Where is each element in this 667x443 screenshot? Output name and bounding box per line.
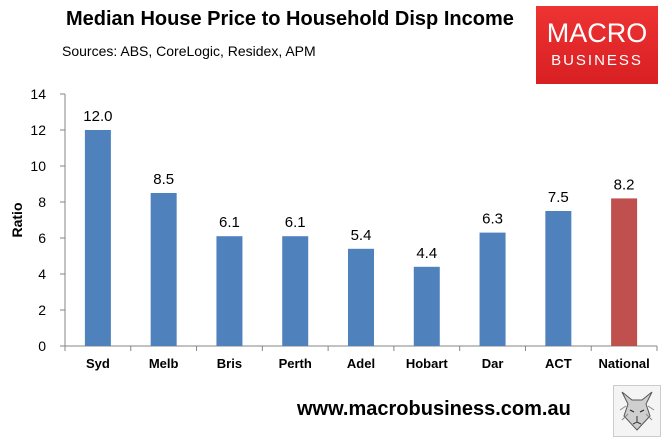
y-tick-label: 0 bbox=[38, 338, 46, 354]
macrobusiness-logo: MACRO BUSINESS bbox=[536, 6, 658, 84]
y-tick-label: 6 bbox=[38, 230, 46, 246]
bar-bris bbox=[216, 236, 243, 346]
bar-adel bbox=[348, 248, 374, 346]
bar-act bbox=[545, 211, 572, 346]
x-tick-label-bris: Bris bbox=[217, 356, 242, 371]
data-label-syd: 12.0 bbox=[83, 108, 112, 125]
y-axis-title: Ratio bbox=[9, 203, 25, 238]
bar-hobart bbox=[413, 266, 440, 346]
x-tick-label-melb: Melb bbox=[149, 356, 179, 371]
bar-syd bbox=[84, 130, 111, 346]
x-tick-label-national: National bbox=[598, 356, 649, 371]
y-tick-label: 8 bbox=[38, 194, 46, 210]
x-tick-label-perth: Perth bbox=[279, 356, 312, 371]
chart-subtitle: Sources: ABS, CoreLogic, Residex, APM bbox=[62, 43, 316, 59]
bar-national bbox=[611, 198, 638, 346]
y-tick-label: 2 bbox=[38, 302, 46, 318]
y-tick-label: 14 bbox=[30, 86, 46, 102]
x-tick-label-syd: Syd bbox=[86, 356, 110, 371]
x-tick-label-act: ACT bbox=[545, 356, 572, 371]
bar-perth bbox=[282, 236, 309, 346]
data-label-melb: 8.5 bbox=[153, 171, 174, 188]
x-tick-label-adel: Adel bbox=[347, 356, 375, 371]
y-tick-label: 4 bbox=[38, 266, 46, 282]
chart-title: Median House Price to Household Disp Inc… bbox=[66, 8, 514, 30]
data-label-perth: 6.1 bbox=[285, 214, 306, 231]
wolf-logo-icon bbox=[613, 385, 661, 437]
y-tick-label: 10 bbox=[30, 158, 46, 174]
data-label-national: 8.2 bbox=[614, 176, 635, 193]
bar-dar bbox=[479, 232, 506, 346]
data-label-bris: 6.1 bbox=[219, 214, 240, 231]
data-label-hobart: 4.4 bbox=[416, 245, 437, 262]
y-tick-label: 12 bbox=[30, 122, 46, 138]
footer-url: www.macrobusiness.com.au bbox=[297, 398, 571, 420]
x-tick-label-hobart: Hobart bbox=[406, 356, 449, 371]
data-label-adel: 5.4 bbox=[351, 227, 372, 244]
x-tick-label-dar: Dar bbox=[482, 356, 504, 371]
logo-line-macro: MACRO bbox=[546, 18, 648, 48]
logo-line-business: BUSINESS bbox=[551, 52, 643, 69]
data-label-dar: 6.3 bbox=[482, 211, 503, 228]
bar-melb bbox=[150, 193, 177, 346]
data-label-act: 7.5 bbox=[548, 189, 569, 206]
